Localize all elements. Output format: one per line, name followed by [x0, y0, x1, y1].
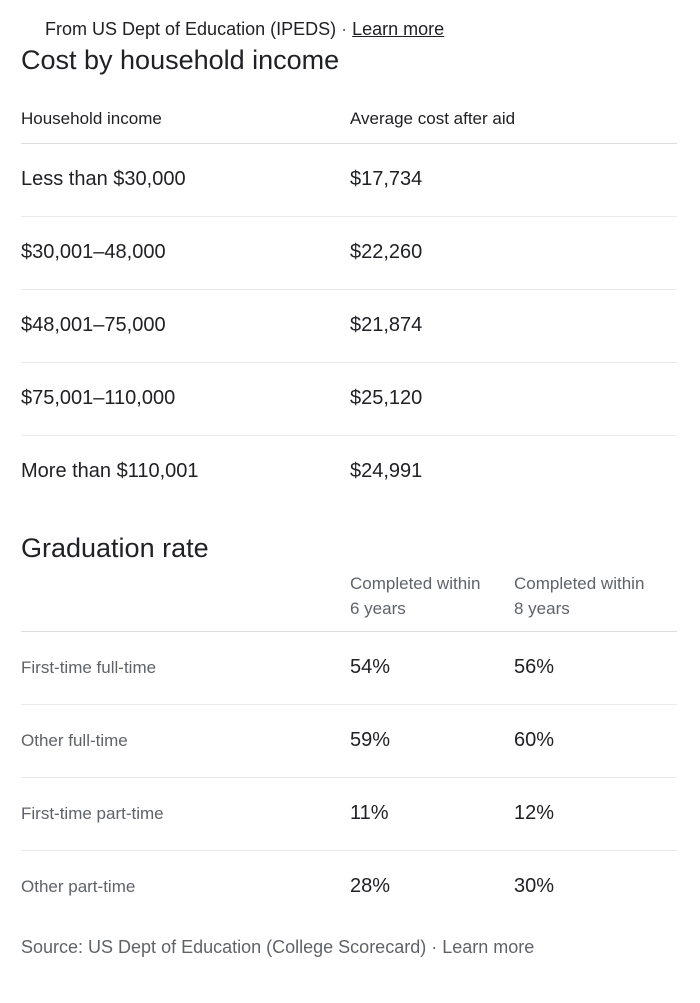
table-row: $75,001–110,000 $25,120	[21, 363, 677, 436]
cost-table: Household income Average cost after aid …	[21, 95, 677, 508]
header-completed-6-years: Completed within 6 years	[350, 571, 510, 621]
cost-table-header: Household income Average cost after aid	[21, 95, 677, 144]
student-category: Other part-time	[21, 877, 136, 896]
table-row: $30,001–48,000 $22,260	[21, 217, 677, 290]
graduation-table-header: Completed within 6 years Completed withi…	[21, 565, 677, 632]
source-text: From US Dept of Education (IPEDS)	[45, 19, 337, 39]
rate-8-years: 60%	[514, 729, 555, 751]
average-cost-value: $24,991	[350, 460, 423, 482]
learn-more-link[interactable]: Learn more	[352, 19, 445, 39]
student-category: First-time full-time	[21, 658, 157, 677]
table-row: First-time part-time 11% 12%	[21, 778, 677, 851]
header-average-cost: Average cost after aid	[350, 109, 516, 128]
rate-6-years: 59%	[350, 729, 391, 751]
income-bracket: More than $110,001	[21, 460, 199, 482]
rate-6-years: 54%	[350, 656, 391, 678]
separator-dot: ·	[431, 937, 438, 957]
rate-6-years: 28%	[350, 875, 391, 897]
student-category: First-time part-time	[21, 804, 164, 823]
header-household-income: Household income	[21, 109, 162, 128]
rate-6-years: 11%	[350, 802, 389, 824]
header-line: 8 years	[514, 599, 570, 618]
source-attribution-bottom: Source: US Dept of Education (College Sc…	[21, 935, 534, 959]
income-bracket: $30,001–48,000	[21, 241, 166, 263]
average-cost-value: $25,120	[350, 387, 423, 409]
header-line: Completed within	[350, 574, 481, 593]
income-bracket: Less than $30,000	[21, 168, 186, 190]
table-row: First-time full-time 54% 56%	[21, 632, 677, 705]
average-cost-value: $17,734	[350, 168, 423, 190]
source-attribution-top: From US Dept of Education (IPEDS) · Lear…	[45, 17, 444, 41]
rate-8-years: 12%	[514, 802, 555, 824]
student-category: Other full-time	[21, 731, 128, 750]
table-row: $48,001–75,000 $21,874	[21, 290, 677, 363]
rate-8-years: 30%	[514, 875, 555, 897]
header-line: Completed within	[514, 574, 645, 593]
table-row: Other part-time 28% 30%	[21, 851, 677, 923]
cost-section-title: Cost by household income	[21, 45, 340, 75]
income-bracket: $48,001–75,000	[21, 314, 166, 336]
table-row: More than $110,001 $24,991	[21, 436, 677, 508]
table-row: Other full-time 59% 60%	[21, 705, 677, 778]
header-completed-8-years: Completed within 8 years	[514, 571, 674, 621]
graduation-section-title: Graduation rate	[21, 533, 209, 563]
separator-dot: ·	[341, 19, 348, 39]
source-text: Source: US Dept of Education (College Sc…	[21, 937, 427, 957]
income-bracket: $75,001–110,000	[21, 387, 176, 409]
graduation-table: Completed within 6 years Completed withi…	[21, 565, 677, 923]
average-cost-value: $22,260	[350, 241, 423, 263]
header-line: 6 years	[350, 599, 406, 618]
rate-8-years: 56%	[514, 656, 555, 678]
average-cost-value: $21,874	[350, 314, 423, 336]
learn-more-link[interactable]: Learn more	[442, 937, 535, 957]
table-row: Less than $30,000 $17,734	[21, 144, 677, 217]
